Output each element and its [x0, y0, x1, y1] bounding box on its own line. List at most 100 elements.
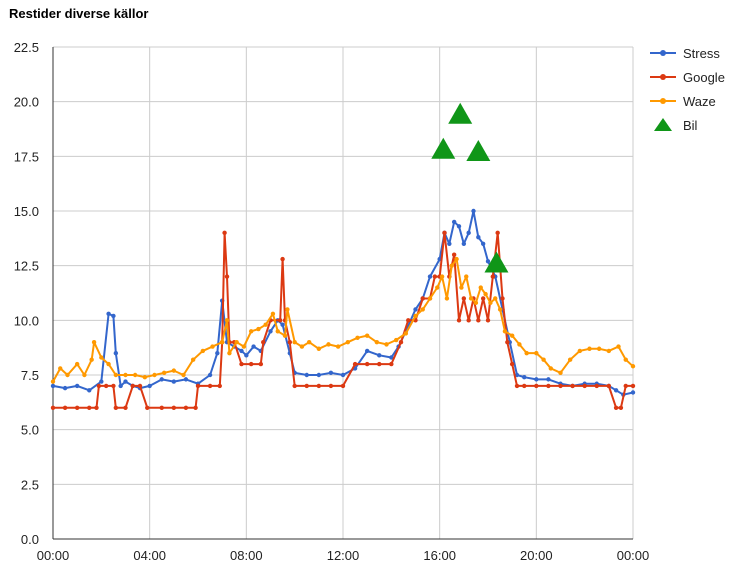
legend-item-google: Google — [650, 70, 725, 85]
data-point-waze — [502, 329, 508, 334]
data-point-google — [304, 383, 309, 389]
data-point-google — [613, 405, 619, 410]
data-point-waze — [82, 372, 87, 378]
data-point-stress — [62, 385, 68, 391]
data-point-google — [277, 318, 283, 323]
data-point-google — [113, 405, 119, 410]
data-point-waze — [123, 372, 128, 378]
y-tick-label: 10.0 — [14, 313, 39, 328]
data-point-google — [87, 405, 92, 410]
data-point-stress — [364, 348, 370, 354]
data-point-waze — [427, 296, 433, 301]
data-point-google — [145, 405, 150, 410]
data-point-google — [137, 383, 143, 389]
data-point-waze — [413, 313, 418, 319]
data-point-stress — [159, 377, 164, 382]
data-point-stress — [118, 383, 123, 389]
data-point-google — [159, 405, 164, 410]
chart-grid — [52, 46, 634, 540]
data-point-google — [239, 361, 244, 367]
legend-label: Google — [683, 70, 725, 85]
data-point-waze — [326, 342, 331, 347]
data-point-stress — [183, 377, 189, 382]
data-point-waze — [524, 350, 529, 356]
data-point-stress — [471, 208, 476, 214]
data-point-waze — [355, 335, 360, 341]
data-point-waze — [616, 344, 621, 349]
data-point-waze — [224, 318, 230, 323]
data-point-stress — [514, 372, 520, 378]
data-point-stress — [630, 390, 636, 395]
data-point-google — [193, 405, 198, 410]
data-point-stress — [546, 377, 551, 382]
x-tick-label: 12:00 — [327, 548, 360, 563]
data-point-waze — [497, 307, 503, 312]
x-tick-label: 08:00 — [230, 548, 263, 563]
data-point-google — [111, 383, 116, 389]
data-point-google — [183, 405, 189, 410]
legend-swatch-marker — [660, 50, 666, 56]
data-point-waze — [393, 337, 399, 343]
data-point-google — [456, 318, 462, 323]
data-point-google — [103, 383, 109, 389]
series-line-google — [53, 231, 633, 409]
data-point-google — [352, 361, 358, 367]
data-point-stress — [456, 224, 462, 229]
data-point-waze — [74, 361, 80, 367]
data-point-google — [495, 230, 500, 236]
x-tick-label: 16:00 — [423, 548, 456, 563]
data-point-google — [364, 361, 370, 367]
legend-item-stress: Stress — [650, 46, 720, 61]
data-point-google — [123, 405, 128, 410]
data-point-waze — [541, 357, 546, 362]
data-point-waze — [587, 346, 592, 351]
data-point-stress — [476, 235, 481, 240]
data-point-waze — [493, 296, 498, 301]
data-point-stress — [447, 241, 452, 246]
data-point-waze — [227, 350, 232, 356]
data-point-waze — [285, 307, 290, 312]
legend-item-waze: Waze — [650, 94, 716, 109]
data-point-waze — [152, 372, 157, 378]
data-point-stress — [461, 241, 467, 246]
data-point-google — [480, 296, 486, 301]
data-point-google — [292, 383, 297, 389]
data-point-google — [377, 361, 382, 367]
chart-legend: Stress Google Waze Bil — [650, 46, 725, 133]
data-point-google — [514, 383, 520, 389]
data-point-google — [171, 405, 177, 410]
data-point-bil — [484, 251, 509, 273]
data-point-waze — [256, 326, 261, 332]
data-point-google — [328, 383, 334, 389]
data-point-waze — [630, 364, 636, 369]
data-point-waze — [263, 322, 268, 327]
data-point-google — [195, 383, 201, 389]
data-point-waze — [132, 372, 138, 378]
data-point-waze — [374, 340, 380, 345]
data-point-google — [442, 230, 447, 236]
legend-swatch-marker — [660, 98, 666, 104]
data-point-google — [248, 361, 254, 367]
data-point-google — [74, 405, 80, 410]
data-point-stress — [244, 353, 249, 358]
data-point-waze — [89, 357, 94, 362]
data-point-stress — [207, 372, 213, 378]
series-stress — [50, 208, 636, 397]
x-tick-label: 20:00 — [520, 548, 553, 563]
data-point-google — [50, 405, 56, 410]
legend-label: Bil — [683, 118, 698, 133]
data-point-bil — [448, 102, 473, 124]
data-point-google — [224, 274, 230, 279]
data-point-waze — [282, 333, 288, 338]
data-point-waze — [449, 263, 454, 268]
data-point-waze — [483, 291, 488, 297]
data-point-stress — [99, 379, 104, 384]
data-point-waze — [558, 370, 563, 376]
series-waze — [50, 256, 636, 384]
data-point-waze — [270, 311, 276, 316]
data-point-waze — [106, 361, 111, 367]
data-point-waze — [161, 370, 167, 376]
data-point-bil — [431, 137, 456, 159]
data-point-stress — [50, 383, 56, 389]
